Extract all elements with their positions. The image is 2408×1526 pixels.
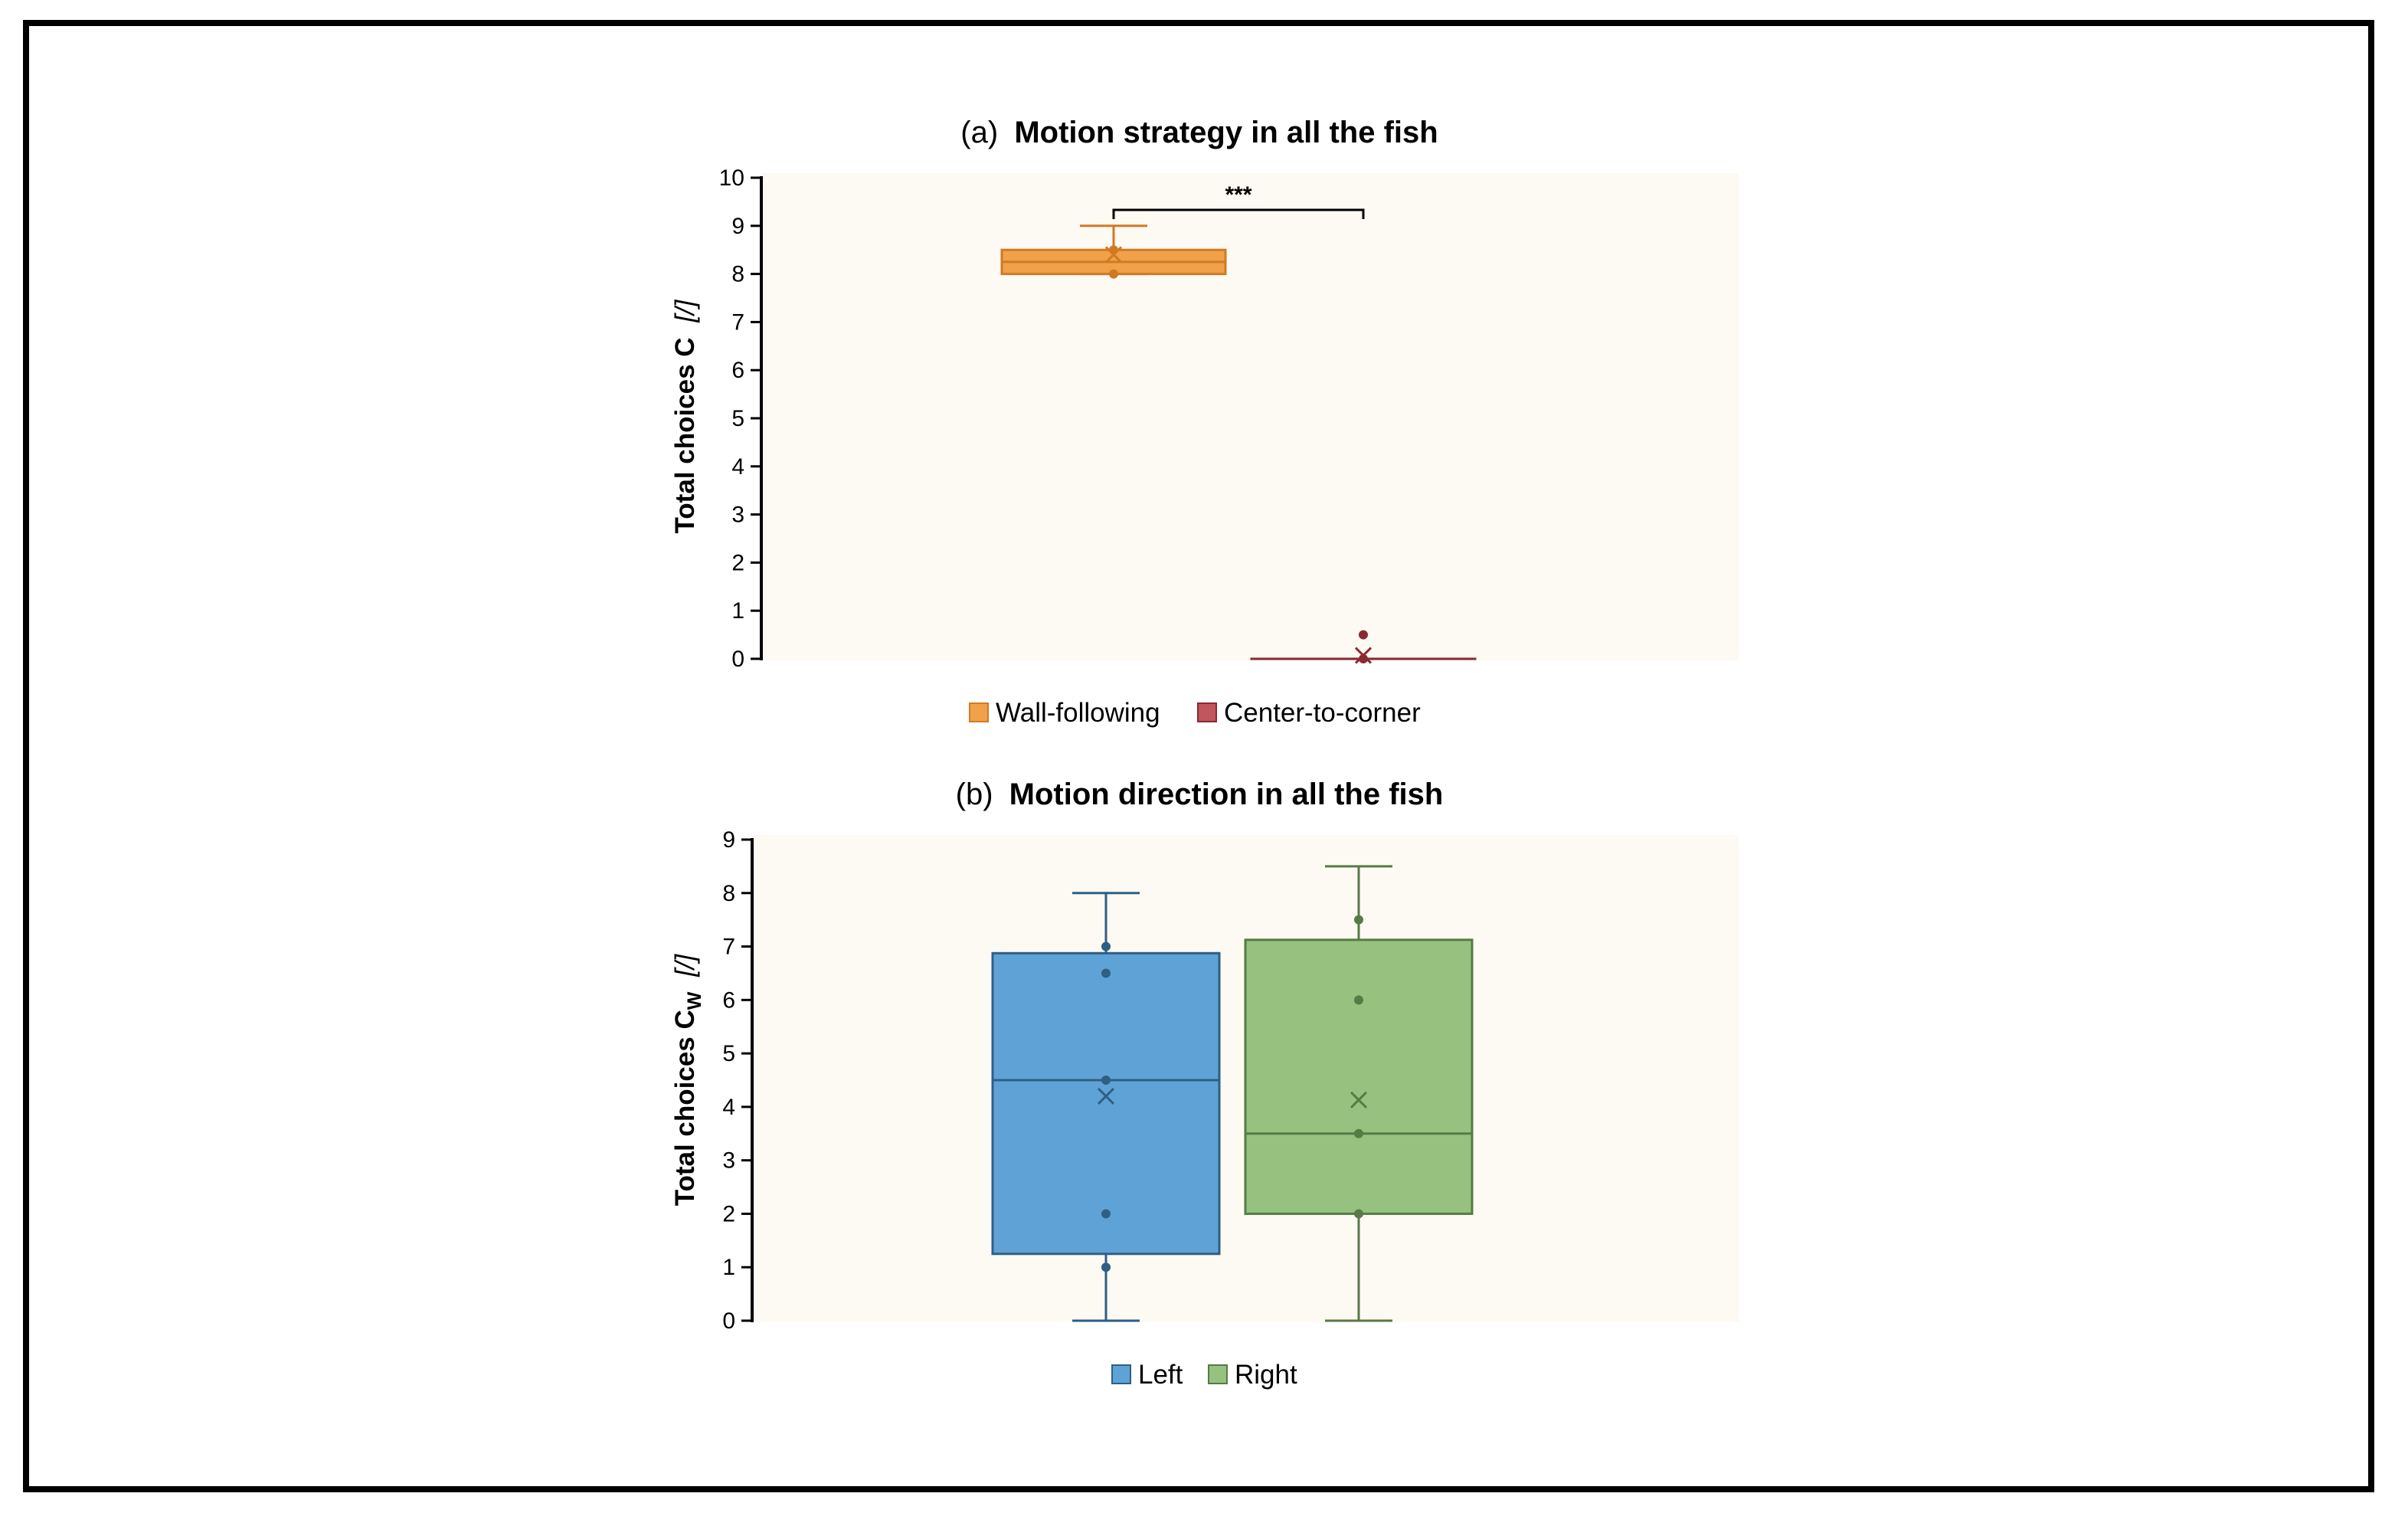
y-tick-label: 0 <box>722 1308 735 1334</box>
chart-a-y-axis-label: Total choices C [/] <box>670 299 700 533</box>
box-right <box>1244 865 1474 1322</box>
legend-swatch <box>1208 1364 1228 1384</box>
box-wall-following <box>1000 224 1227 279</box>
mean-marker <box>1350 1091 1368 1108</box>
y-tick-label: 8 <box>731 262 744 287</box>
y-tick-label: 8 <box>722 881 735 906</box>
legend-swatch <box>1197 702 1217 722</box>
y-tick-label: 0 <box>731 647 744 672</box>
chart-a: (a) Motion strategy in all the fish Tota… <box>670 116 1739 728</box>
chart-b-marks <box>991 865 1474 1322</box>
chart-a-plot-background <box>761 173 1739 660</box>
legend-swatch <box>969 702 989 722</box>
y-tick-label: 6 <box>731 358 744 383</box>
data-point <box>1101 1209 1111 1219</box>
legend-swatch <box>1111 1364 1131 1384</box>
y-tick-label: 4 <box>731 454 744 480</box>
data-point <box>1101 1076 1111 1085</box>
chart-a-legend: Wall-following Center-to-corner <box>969 698 1421 728</box>
chart-b-y-ticks: 0 1 2 3 4 5 6 7 8 9 <box>722 827 752 1334</box>
chart-a-y-ticks: 0 1 2 3 4 5 6 7 8 9 10 <box>719 165 761 672</box>
y-tick-label: 2 <box>731 550 744 575</box>
mean-marker <box>1104 246 1123 264</box>
data-point <box>1354 1209 1363 1219</box>
y-tick-label: 1 <box>722 1255 735 1280</box>
significance-bracket <box>1112 208 1365 219</box>
box-left <box>991 892 1221 1322</box>
y-tick-label: 6 <box>722 987 735 1013</box>
mean-marker <box>1097 1087 1115 1105</box>
chart-a-marks: *** <box>1000 182 1477 664</box>
y-tick-label: 7 <box>722 935 735 960</box>
data-point <box>1354 1128 1363 1138</box>
data-point <box>1101 968 1111 978</box>
legend-label: Left <box>1138 1360 1183 1390</box>
legend-label: Center-to-corner <box>1224 698 1421 728</box>
y-tick-label: 1 <box>731 598 744 624</box>
box-body <box>991 951 1221 1256</box>
mean-marker <box>1354 647 1372 664</box>
legend-label: Wall-following <box>996 698 1160 728</box>
chart-b-legend: Left Right <box>1111 1360 1297 1390</box>
data-point <box>1354 995 1363 1005</box>
y-tick-label: 2 <box>722 1201 735 1226</box>
box-body <box>1244 938 1474 1215</box>
y-tick-label: 5 <box>731 406 744 431</box>
y-tick-label: 3 <box>731 503 744 528</box>
data-point <box>1359 630 1368 640</box>
chart-b-title: (b) Motion direction in all the fish <box>956 778 1444 811</box>
legend-label: Right <box>1235 1360 1297 1390</box>
chart-b: (b) Motion direction in all the fish Tot… <box>670 778 1739 1390</box>
data-point <box>1354 915 1363 925</box>
y-tick-label: 7 <box>731 309 744 335</box>
box-center-to-corner <box>1250 630 1477 664</box>
y-tick-label: 5 <box>722 1041 735 1066</box>
significance-label: *** <box>1225 182 1251 208</box>
chart-b-y-axis-label: Total choices CW [/] <box>670 953 707 1206</box>
data-point <box>1101 941 1111 951</box>
y-tick-label: 9 <box>722 827 735 853</box>
y-tick-label: 9 <box>731 214 744 239</box>
data-point <box>1101 1262 1111 1272</box>
chart-a-title: (a) Motion strategy in all the fish <box>960 116 1438 149</box>
y-tick-label: 3 <box>722 1148 735 1174</box>
y-tick-label: 4 <box>722 1095 735 1120</box>
y-tick-label: 10 <box>719 165 744 191</box>
data-point <box>1109 269 1118 279</box>
